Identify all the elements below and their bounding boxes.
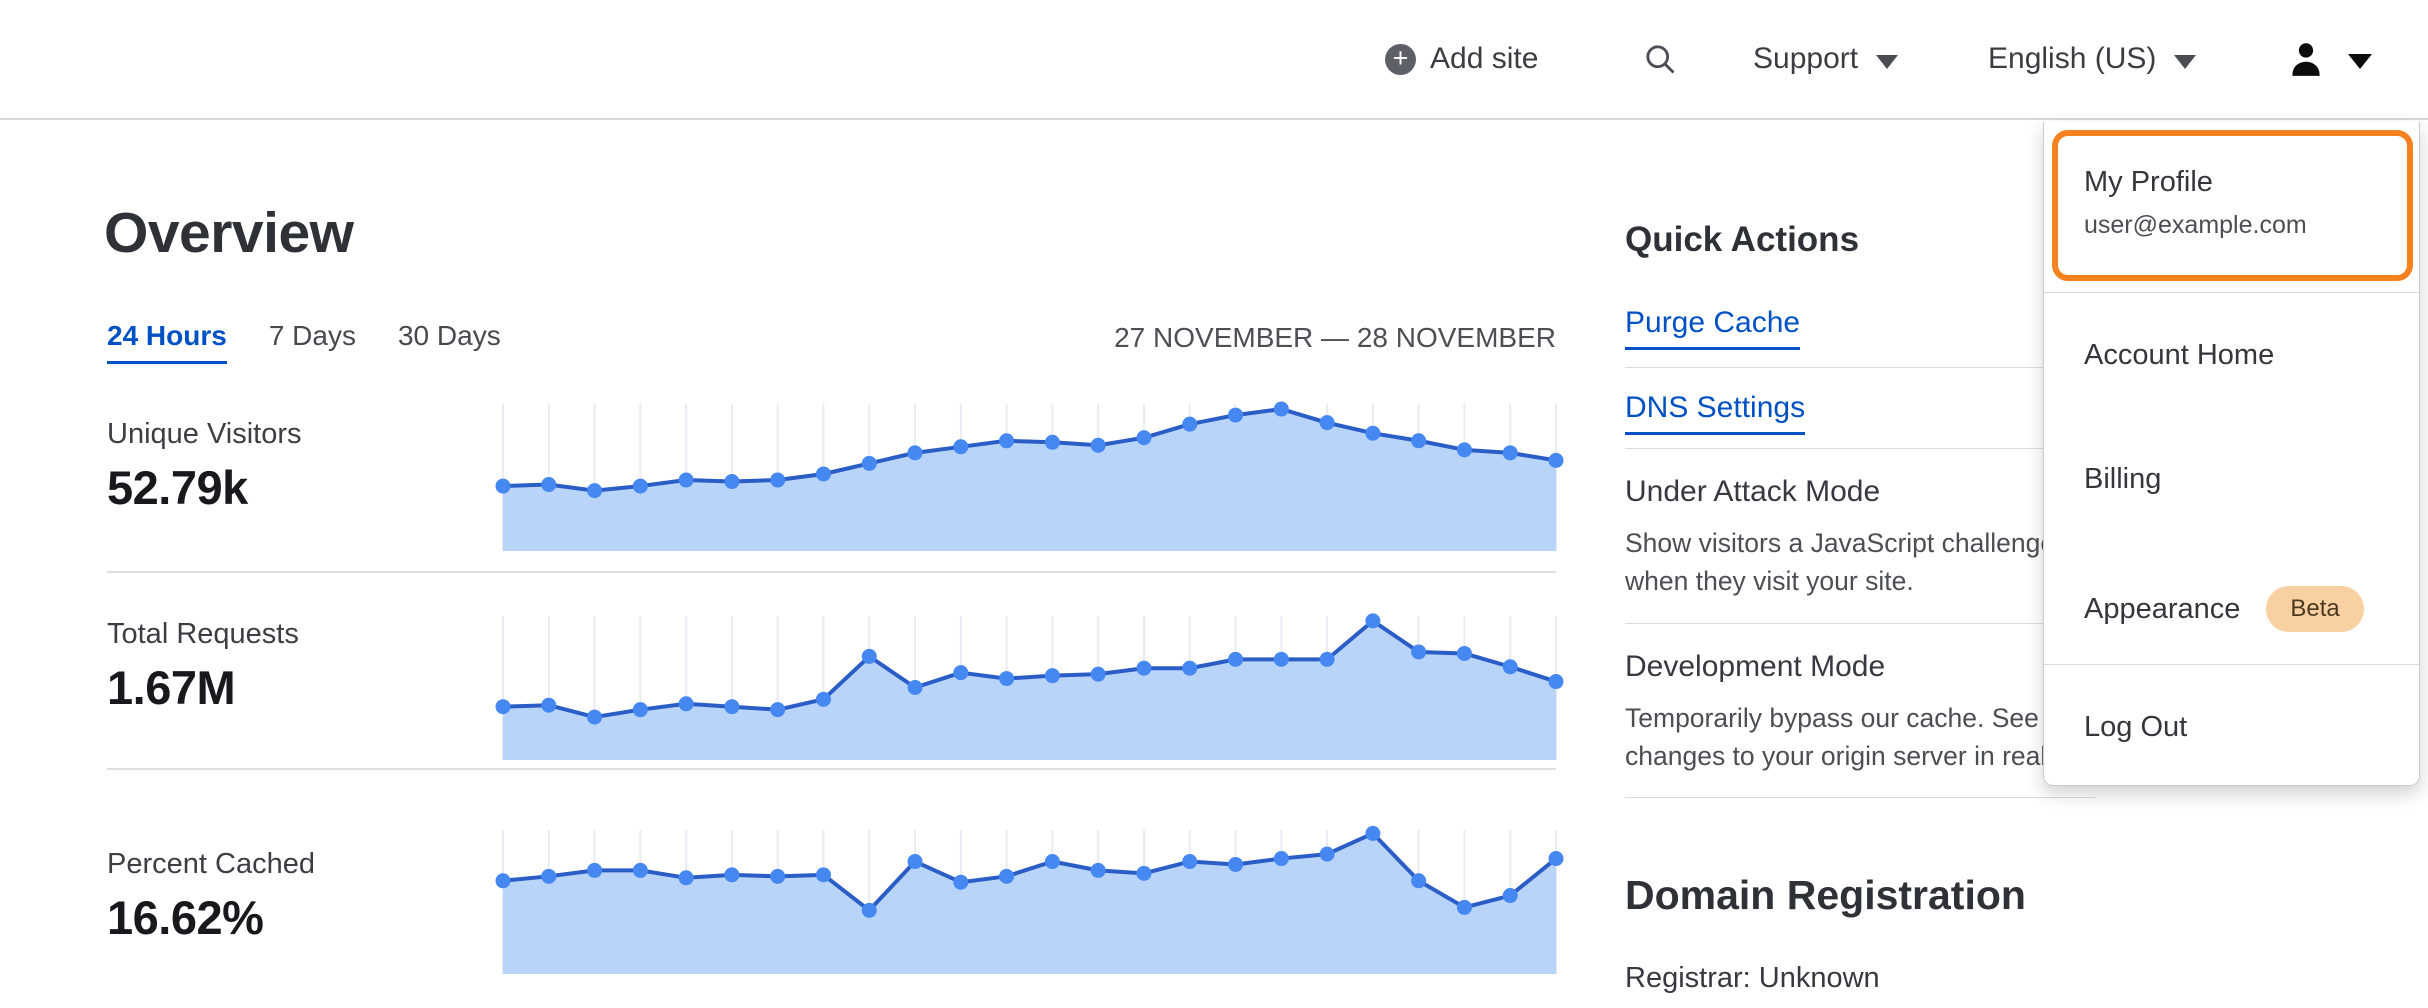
tab-30-days[interactable]: 30 Days: [397, 320, 501, 351]
metric-value-unique-visitors: 52.79k: [107, 461, 248, 514]
support-label: Support: [1753, 42, 1859, 75]
domain-registration-heading: Domain Registration: [1625, 872, 2026, 918]
divider: [107, 571, 1556, 573]
add-site-button[interactable]: + Add site: [1385, 0, 1538, 118]
profile-dropdown-menu: My Profile user@example.com Account Home…: [2043, 122, 2420, 786]
divider: [1625, 797, 2095, 798]
tab-24-hours[interactable]: 24 Hours: [107, 320, 227, 364]
metric-label-unique-visitors: Unique Visitors: [107, 418, 302, 450]
purge-cache-link[interactable]: Purge Cache: [1625, 306, 1801, 350]
chevron-down-icon: [2174, 54, 2197, 69]
time-range-tabs: 24 Hours 7 Days 30 Days: [107, 320, 501, 364]
metric-label-percent-cached: Percent Cached: [107, 848, 315, 880]
total-requests-area-chart: [495, 612, 1564, 760]
search-button[interactable]: [1642, 0, 1678, 118]
divider: [2044, 664, 2419, 665]
search-icon: [1646, 45, 1675, 74]
beta-badge: Beta: [2266, 586, 2364, 632]
chevron-down-icon: [2348, 54, 2372, 69]
billing-menu-item[interactable]: Billing: [2084, 463, 2162, 495]
metric-label-total-requests: Total Requests: [107, 618, 299, 650]
percent-cached-area-chart: [495, 825, 1564, 974]
language-label: English (US): [1988, 42, 2157, 75]
date-range-label: 27 NOVEMBER — 28 NOVEMBER: [1114, 322, 1556, 353]
divider: [1625, 623, 2095, 624]
profile-email: user@example.com: [2084, 211, 2307, 239]
my-profile-menu-item[interactable]: My Profile user@example.com: [2052, 130, 2413, 281]
quick-actions-heading: Quick Actions: [1625, 220, 1860, 259]
chevron-down-icon: [1876, 54, 1899, 69]
dns-settings-link[interactable]: DNS Settings: [1625, 391, 1806, 435]
divider: [2044, 292, 2419, 293]
log-out-menu-item[interactable]: Log Out: [2084, 711, 2188, 743]
support-menu[interactable]: Support: [1753, 0, 1899, 118]
under-attack-mode-title: Under Attack Mode: [1625, 475, 1881, 508]
divider: [1625, 448, 2095, 449]
account-home-menu-item[interactable]: Account Home: [2084, 339, 2275, 371]
my-profile-label: My Profile: [2084, 166, 2213, 198]
page-title: Overview: [104, 201, 354, 265]
plus-circle-icon: +: [1385, 43, 1416, 75]
metric-value-percent-cached: 16.62%: [107, 891, 264, 944]
development-mode-title: Development Mode: [1625, 650, 1886, 683]
tab-7-days[interactable]: 7 Days: [268, 320, 356, 351]
metric-value-total-requests: 1.67M: [107, 661, 236, 714]
language-menu[interactable]: English (US): [1988, 0, 2197, 118]
appearance-menu-item[interactable]: Appearance Beta: [2084, 586, 2364, 632]
unique-visitors-area-chart: [495, 400, 1564, 551]
divider: [1625, 367, 2095, 368]
divider: [107, 768, 1556, 770]
appearance-label: Appearance: [2084, 592, 2241, 625]
add-site-label: Add site: [1430, 42, 1539, 75]
account-menu[interactable]: [2284, 0, 2372, 118]
under-attack-mode-description: Show visitors a JavaScript challenge whe…: [1625, 528, 2056, 596]
user-avatar-icon: [2292, 43, 2320, 76]
registrar-label: Registrar: Unknown: [1625, 962, 1880, 994]
top-nav: + Add site Support English (US): [0, 0, 2428, 120]
